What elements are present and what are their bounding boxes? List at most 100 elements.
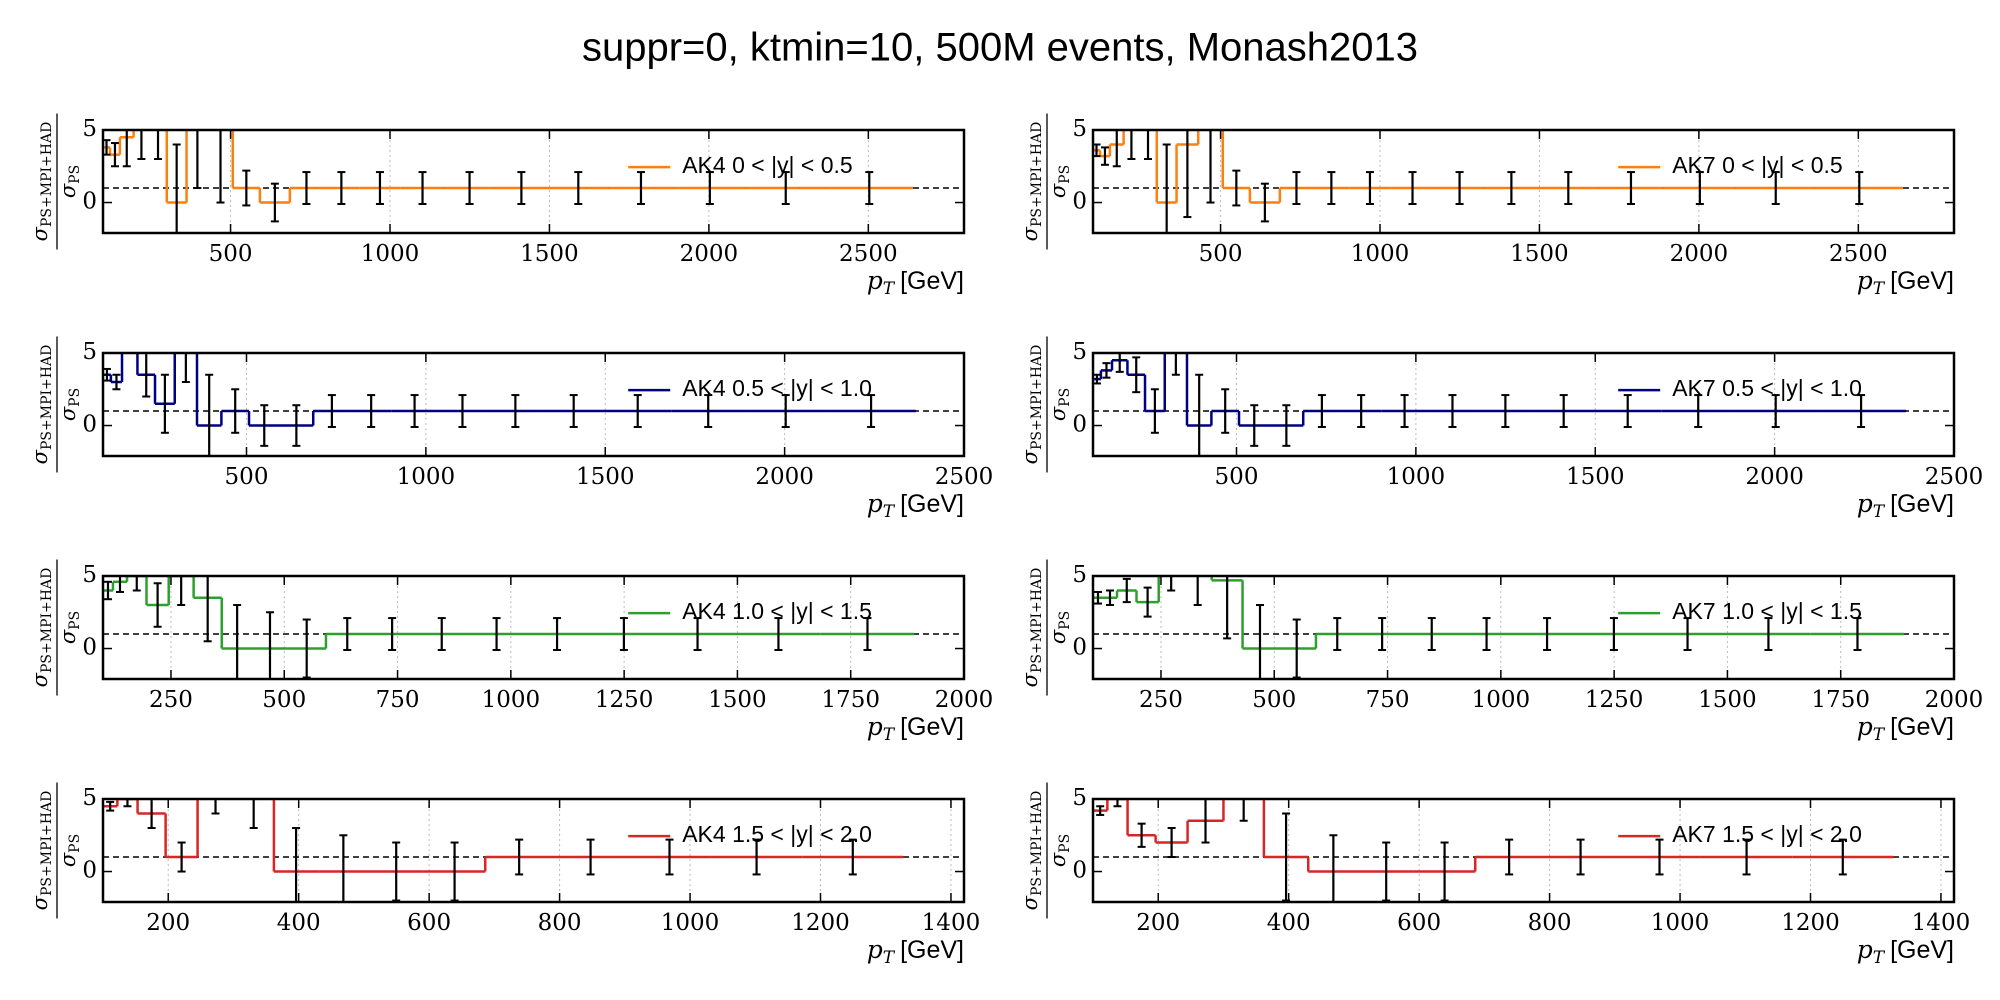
y-label-numerator: σPS+MPI+HAD [1018, 345, 1045, 465]
x-label-symbol: p [867, 935, 883, 964]
y-label-numerator: σPS+MPI+HAD [1018, 122, 1045, 242]
x-label-unit: [GeV] [1890, 713, 1954, 741]
axes-frame [1091, 351, 1956, 458]
y-label-numerator: σPS+MPI+HAD [1018, 791, 1045, 911]
x-label-unit: [GeV] [1890, 490, 1954, 518]
x-label-unit: [GeV] [900, 267, 964, 295]
y-label-sub: PS+MPI+HAD [39, 122, 55, 227]
error-bar [781, 171, 790, 205]
error-bar [1400, 394, 1409, 428]
x-label-symbol: p [1857, 266, 1873, 295]
axes-frame [101, 574, 966, 681]
y-label-denominator: σPS [1046, 165, 1073, 198]
error-bar [458, 394, 467, 428]
x-axis-label: pT [GeV] [867, 935, 964, 968]
x-tick-label: 2000 [680, 241, 739, 267]
legend-label: AK7 0 < |y| < 0.5 [1672, 152, 1843, 178]
x-axis-label: pT [GeV] [1857, 266, 1954, 299]
x-tick-label: 1400 [922, 910, 981, 936]
y-label-numerator: σPS+MPI+HAD [1018, 568, 1045, 688]
error-bar [1357, 394, 1366, 428]
y-label-sub: PS [67, 388, 83, 407]
axes-frame [101, 128, 966, 235]
error-bar [1771, 171, 1780, 205]
x-axis-label: pT [GeV] [867, 712, 964, 745]
error-bar [115, 576, 124, 593]
error-bar [705, 171, 714, 205]
y-label-numerator: σPS+MPI+HAD [28, 568, 55, 688]
error-bar [1221, 388, 1230, 434]
error-bar [1206, 130, 1215, 204]
x-label-symbol: p [867, 489, 883, 518]
x-tick-label: 500 [225, 464, 269, 490]
error-bar [1167, 827, 1176, 859]
error-bar [265, 611, 274, 679]
error-bar [863, 617, 872, 651]
error-bar [1838, 838, 1847, 876]
error-bar [1250, 404, 1259, 447]
y-label-sub: PS [67, 834, 83, 853]
error-bar [1655, 838, 1664, 876]
error-bar [437, 617, 446, 651]
y-label-sub: PS [67, 611, 83, 630]
error-bar [1239, 799, 1248, 822]
y-tick-label: 5 [1072, 785, 1087, 811]
x-label-sub: T [883, 502, 896, 522]
error-bar [181, 353, 190, 384]
legend-label: AK4 1.0 < |y| < 1.5 [682, 598, 872, 624]
error-bar [1201, 799, 1210, 844]
error-bar [292, 827, 301, 902]
y-label-denominator: σPS [56, 834, 83, 867]
y-label-sub: PS [67, 165, 83, 184]
x-axis-label: pT [GeV] [1857, 935, 1954, 968]
error-bar [1144, 130, 1153, 161]
x-axis-label: pT [GeV] [867, 266, 964, 299]
error-bar [1623, 394, 1632, 428]
plot-area [103, 799, 964, 902]
error-bar [1365, 171, 1374, 205]
x-label-symbol: p [1857, 935, 1873, 964]
y-tick-label: 5 [1072, 339, 1087, 365]
error-bar [337, 171, 346, 205]
error-bar [103, 367, 111, 382]
error-bar [1855, 171, 1864, 205]
error-bar [106, 800, 115, 812]
error-bar [1771, 394, 1780, 428]
x-tick-label: 1750 [1811, 687, 1870, 713]
y-label-symbol: σ [1046, 406, 1070, 421]
x-tick-label: 250 [149, 687, 193, 713]
error-bar [752, 838, 761, 876]
error-bar [1162, 143, 1171, 233]
y-label-sub: PS+MPI+HAD [39, 791, 55, 896]
y-label-denominator: σPS [1046, 834, 1073, 867]
error-bar [1683, 617, 1692, 651]
y-label-symbol: σ [1046, 183, 1070, 198]
x-tick-label: 600 [1397, 910, 1441, 936]
error-bar [302, 171, 311, 205]
y-axis-label: σPS+MPI+HAD σPS [28, 559, 83, 696]
x-tick-label: 250 [1139, 687, 1183, 713]
x-axis-label: pT [GeV] [1857, 489, 1954, 522]
error-bar [1559, 394, 1568, 428]
error-bar [249, 799, 258, 830]
x-tick-label: 1250 [1585, 687, 1644, 713]
error-bar [1482, 617, 1491, 651]
error-bar [1695, 171, 1704, 205]
error-bar [1282, 404, 1291, 447]
error-bar [327, 394, 336, 428]
error-bar [465, 171, 474, 205]
error-bar [867, 394, 876, 428]
error-bar [1742, 838, 1751, 876]
error-bar [367, 394, 376, 428]
y-axis-label: σPS+MPI+HAD σPS [28, 336, 83, 473]
error-bar [848, 838, 857, 876]
x-tick-label: 1000 [361, 241, 420, 267]
error-bar [450, 841, 459, 902]
error-bar [1382, 841, 1391, 902]
x-axis-label: pT [GeV] [867, 489, 964, 522]
error-bar [1093, 590, 1102, 605]
x-tick-label: 1500 [1698, 687, 1757, 713]
error-bar [388, 617, 397, 651]
error-bar [665, 838, 674, 876]
y-label-sub: PS+MPI+HAD [1029, 568, 1045, 673]
